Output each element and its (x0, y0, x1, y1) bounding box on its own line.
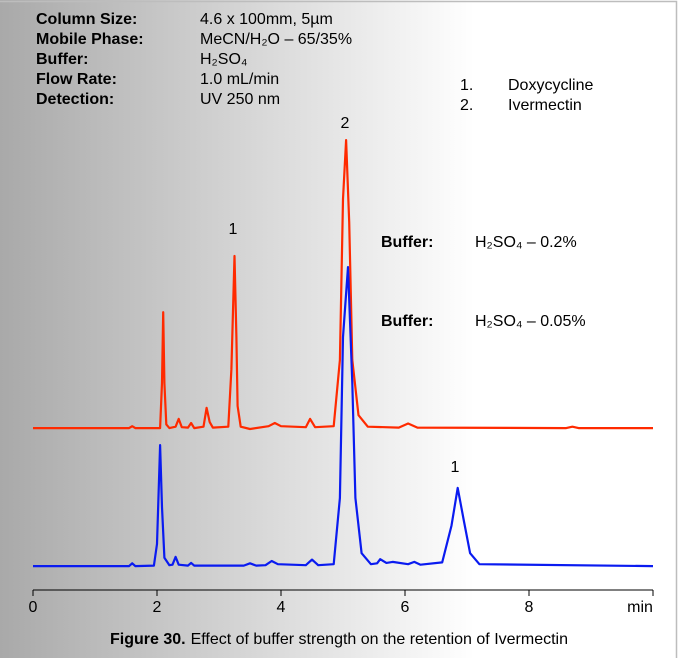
peak-label: 1 (229, 221, 238, 238)
legend-title: Buffer: (381, 234, 433, 251)
x-tick-label: 4 (277, 599, 286, 616)
legend-label: H₂SO₄ – 0.2% (475, 234, 577, 251)
trace (33, 266, 654, 568)
peak-name: Doxycycline (508, 77, 593, 94)
x-tick-label: 6 (401, 599, 410, 616)
condition-label: Buffer: (36, 51, 88, 68)
x-tick-label: 2 (153, 599, 162, 616)
condition-label: Column Size: (36, 11, 137, 28)
peak-number: 2. (460, 97, 473, 114)
legend-label: H₂SO₄ – 0.05% (475, 313, 586, 330)
condition-label: Detection: (36, 91, 114, 108)
x-tick-label: 0 (29, 599, 38, 616)
peak-label: 2 (341, 115, 350, 132)
condition-label: Flow Rate: (36, 71, 117, 88)
caption-text: Effect of buffer strength on the retenti… (191, 631, 568, 648)
peak-name: Ivermectin (508, 97, 582, 114)
caption: Figure 30. Effect of buffer strength on t… (110, 631, 568, 648)
caption-label: Figure 30. (110, 631, 186, 648)
condition-value: 1.0 mL/min (200, 71, 279, 88)
peak-label: 1 (451, 459, 460, 476)
legend-title: Buffer: (381, 313, 433, 330)
condition-label: Mobile Phase: (36, 31, 144, 48)
x-axis-label: min (627, 599, 653, 616)
condition-value: MeCN/H₂O – 65/35% (200, 31, 352, 48)
trace (33, 139, 653, 431)
peak-number: 1. (460, 77, 473, 94)
condition-value: 4.6 x 100mm, 5µm (200, 11, 333, 28)
condition-value: UV 250 nm (200, 91, 280, 108)
x-tick-label: 8 (525, 599, 534, 616)
condition-value: H₂SO₄ (200, 51, 247, 68)
